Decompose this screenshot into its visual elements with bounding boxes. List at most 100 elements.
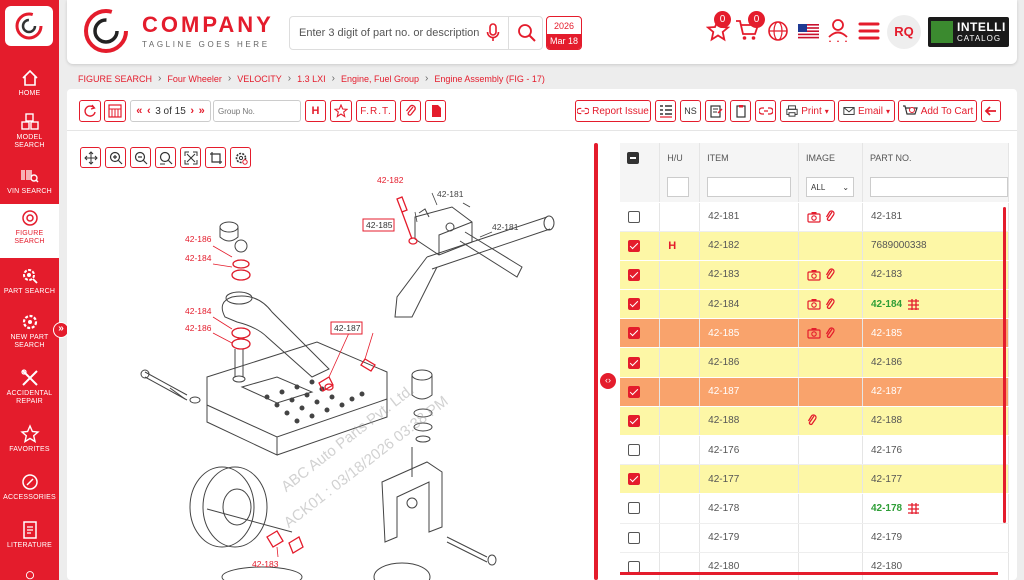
sidebar-item-more[interactable] bbox=[0, 564, 59, 580]
intelli-catalog-logo[interactable]: INTELLI CATALOG bbox=[928, 17, 1009, 47]
zoom-in-button[interactable] bbox=[105, 147, 126, 168]
pan-button[interactable] bbox=[80, 147, 101, 168]
column-header-hu[interactable]: H/U bbox=[659, 143, 701, 173]
column-header-part-no[interactable]: PART NO. bbox=[862, 143, 1009, 173]
pdf-button[interactable] bbox=[425, 100, 446, 122]
part-number[interactable]: 42-188 bbox=[870, 415, 903, 427]
first-page-button[interactable]: « bbox=[136, 105, 143, 117]
row-checkbox[interactable] bbox=[628, 356, 640, 369]
paperclip-icon[interactable] bbox=[825, 210, 835, 223]
crop-button[interactable] bbox=[205, 147, 226, 168]
panel-resize-handle[interactable]: ‹› bbox=[599, 372, 617, 390]
sidebar-item-home[interactable]: HOME bbox=[0, 64, 59, 112]
table-row[interactable]: 42-187 42-187 bbox=[620, 377, 1009, 407]
row-checkbox[interactable] bbox=[628, 210, 640, 223]
breadcrumb-item[interactable]: Engine, Fuel Group bbox=[340, 73, 420, 84]
table-row[interactable]: 42-183 42-183 bbox=[620, 260, 1009, 291]
language-button[interactable] bbox=[767, 20, 791, 47]
camera-icon[interactable] bbox=[807, 211, 821, 223]
last-page-button[interactable]: » bbox=[198, 105, 205, 117]
callout-label[interactable]: 42-186 bbox=[185, 234, 212, 244]
camera-icon[interactable] bbox=[807, 298, 821, 310]
table-row[interactable]: 42-178 42-178 bbox=[620, 493, 1009, 524]
callout-label[interactable]: 42-186 bbox=[185, 323, 212, 333]
paperclip-icon[interactable] bbox=[825, 327, 835, 340]
row-checkbox[interactable] bbox=[628, 239, 640, 252]
row-checkbox[interactable] bbox=[628, 327, 640, 340]
user-avatar[interactable]: RQ bbox=[887, 15, 921, 49]
row-checkbox[interactable] bbox=[628, 414, 640, 427]
vertical-scrollbar[interactable] bbox=[1003, 207, 1006, 523]
row-checkbox[interactable] bbox=[628, 268, 640, 281]
row-checkbox[interactable] bbox=[628, 502, 640, 515]
print-button[interactable]: Print ▾ bbox=[780, 100, 835, 122]
paperclip-icon[interactable] bbox=[807, 414, 817, 427]
sidebar-item-literature[interactable]: LITERATURE bbox=[0, 516, 59, 564]
part-number[interactable]: 42-178 bbox=[870, 503, 903, 515]
breadcrumb-item[interactable]: 1.3 LXI bbox=[297, 73, 326, 84]
table-row[interactable]: 42-176 42-176 bbox=[620, 435, 1009, 466]
camera-icon[interactable] bbox=[807, 327, 821, 339]
list-view-button[interactable] bbox=[655, 100, 676, 122]
table-row[interactable]: 42-181 42-181 bbox=[620, 202, 1009, 232]
image-filter-select[interactable]: ALL ⌄ bbox=[806, 177, 855, 198]
attachment-button[interactable] bbox=[400, 100, 421, 122]
search-button[interactable] bbox=[508, 16, 544, 50]
table-row[interactable]: 42-179 42-179 bbox=[620, 523, 1009, 553]
paperclip-icon[interactable] bbox=[825, 268, 835, 281]
table-row[interactable]: 42-185 42-185 bbox=[620, 318, 1009, 349]
camera-icon[interactable] bbox=[807, 269, 821, 281]
callout-label[interactable]: 42-182 bbox=[377, 175, 404, 185]
table-row[interactable]: 42-186 42-186 bbox=[620, 347, 1009, 378]
part-number[interactable]: 42-176 bbox=[870, 444, 903, 456]
table-row[interactable]: H 42-182 7689000338 bbox=[620, 231, 1009, 261]
part-number[interactable]: 42-181 bbox=[870, 211, 903, 223]
sidebar-logo[interactable] bbox=[5, 6, 53, 46]
table-row[interactable]: 42-177 42-177 bbox=[620, 464, 1009, 495]
part-number[interactable]: 42-180 bbox=[870, 561, 903, 573]
microphone-icon[interactable] bbox=[486, 23, 500, 43]
copy-button[interactable] bbox=[730, 100, 751, 122]
row-checkbox[interactable] bbox=[628, 531, 640, 544]
part-number[interactable]: 42-185 bbox=[870, 327, 903, 339]
ns-button[interactable]: NS bbox=[680, 100, 701, 122]
column-header-item[interactable]: ITEM bbox=[699, 143, 800, 173]
table-row[interactable]: 42-184 42-184 bbox=[620, 289, 1009, 320]
row-checkbox[interactable] bbox=[628, 473, 640, 486]
figure-settings-button[interactable] bbox=[230, 147, 251, 168]
favorite-button[interactable] bbox=[330, 100, 352, 122]
table-row[interactable]: 42-188 42-188 bbox=[620, 406, 1009, 437]
callout-label[interactable]: 42-184 bbox=[185, 253, 212, 263]
row-checkbox[interactable] bbox=[628, 444, 640, 457]
back-button[interactable] bbox=[981, 100, 1001, 122]
row-checkbox[interactable] bbox=[628, 385, 640, 398]
sidebar-item-figure-search[interactable]: FIGURE SEARCH bbox=[0, 204, 59, 258]
zoom-out-button[interactable] bbox=[130, 147, 151, 168]
table-row[interactable]: 42-180 42-180 bbox=[620, 552, 1009, 580]
cart-button[interactable]: 0 bbox=[735, 11, 765, 47]
breadcrumb-item[interactable]: Engine Assembly (FIG - 17) bbox=[434, 73, 545, 84]
callout-label[interactable]: 42-183 bbox=[252, 559, 279, 569]
callout-label[interactable]: 42-184 bbox=[185, 306, 212, 316]
brand[interactable] bbox=[83, 6, 129, 56]
item-filter-input[interactable] bbox=[707, 177, 792, 198]
paperclip-icon[interactable] bbox=[825, 298, 835, 311]
refresh-button[interactable] bbox=[79, 100, 101, 122]
breadcrumb-item[interactable]: FIGURE SEARCH bbox=[78, 73, 153, 84]
select-all-checkbox[interactable] bbox=[627, 152, 639, 164]
part-number[interactable]: 7689000338 bbox=[870, 240, 927, 252]
interchange-icon[interactable] bbox=[906, 502, 922, 515]
prev-page-button[interactable]: ‹ bbox=[146, 105, 151, 117]
user-rating-button[interactable] bbox=[826, 18, 850, 49]
callout-label[interactable]: 42-185 bbox=[366, 220, 393, 230]
sidebar-item-favorites[interactable]: FAVORITES bbox=[0, 420, 59, 468]
fit-screen-button[interactable] bbox=[180, 147, 201, 168]
search-input[interactable] bbox=[290, 17, 480, 49]
interchange-icon[interactable] bbox=[906, 298, 922, 311]
row-checkbox[interactable] bbox=[628, 298, 640, 311]
callout-label[interactable]: 42-181 bbox=[437, 189, 464, 199]
email-button[interactable]: Email ▾ bbox=[838, 100, 895, 122]
part-number[interactable]: 42-184 bbox=[870, 298, 903, 310]
favorites-button[interactable]: 0 bbox=[705, 11, 731, 47]
calendar-widget[interactable]: 2026 Mar 18 bbox=[546, 16, 582, 50]
